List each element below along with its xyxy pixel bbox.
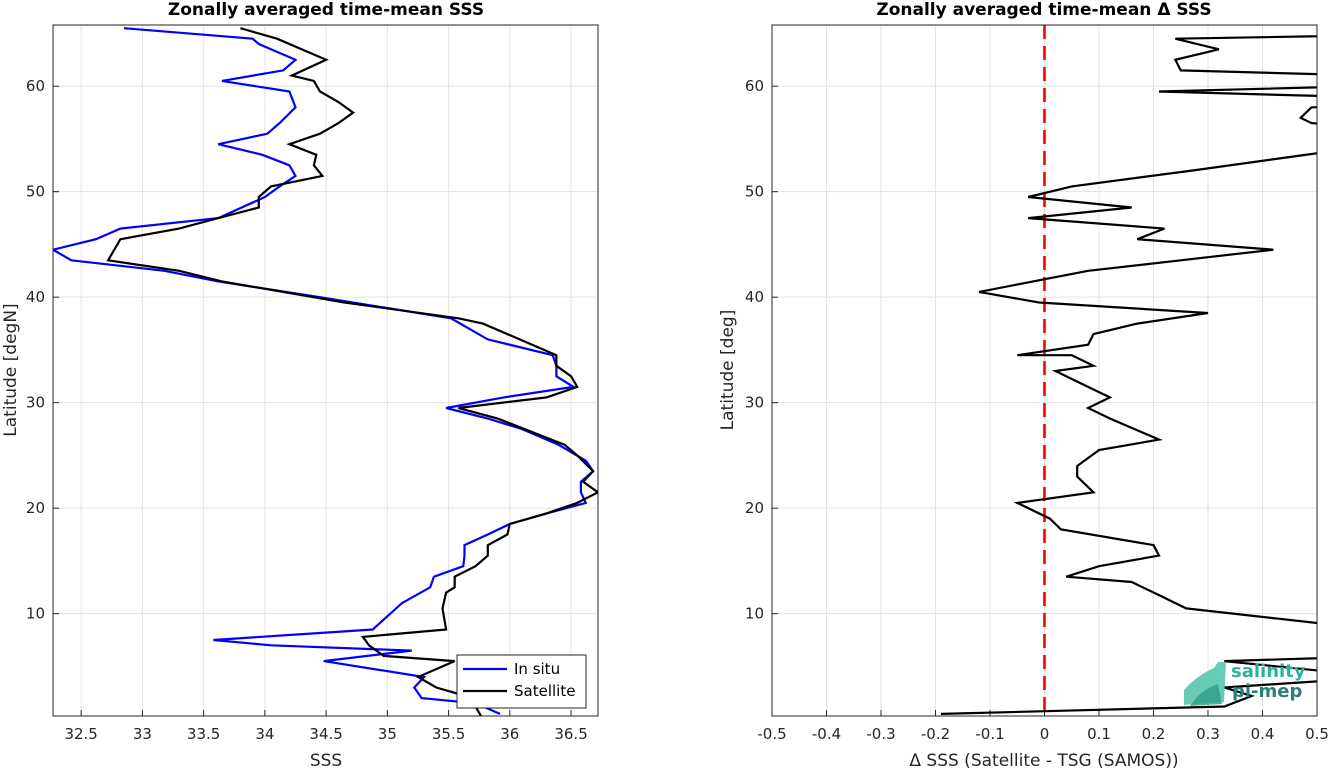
x-tick-label: 35 (378, 725, 397, 743)
logo-text-line1: salinity (1231, 661, 1306, 682)
right-x-tick-labels: -0.5 -0.4 -0.3 -0.2 -0.1 0 0.1 0.2 0.3 0.4 0.5 (757, 725, 1329, 743)
right-y-axis-label: Latitude [deg] (718, 310, 738, 431)
legend-satellite-label: Satellite (514, 682, 575, 700)
x-tick-label: -0.2 (921, 725, 950, 743)
y-tick-label: 40 (745, 288, 764, 306)
x-tick-label: 0.3 (1196, 725, 1220, 743)
x-tick-label: -0.4 (812, 725, 841, 743)
left-gridlines (53, 25, 598, 716)
delta-sss-series-line (940, 35, 1317, 715)
left-panel: Zonally averaged time-mean SSS 32.5 33 33.… (1, 0, 599, 769)
x-tick-label: 0.1 (1087, 725, 1111, 743)
right-chart-title: Zonally averaged time-mean Δ SSS (876, 0, 1211, 20)
y-tick-label: 10 (745, 605, 764, 623)
x-tick-label: 36 (500, 725, 519, 743)
x-tick-label: 33.5 (187, 725, 220, 743)
x-tick-label: -0.1 (975, 725, 1004, 743)
left-x-tick-labels: 32.5 33 33.5 34 34.5 35 35.5 36 36.5 (64, 725, 587, 743)
right-panel: Zonally averaged time-mean Δ SSS -0.5 -0.… (718, 0, 1329, 769)
y-tick-label: 30 (26, 394, 45, 412)
legend: In situ Satellite (456, 654, 587, 709)
x-tick-label: 34 (255, 725, 274, 743)
y-tick-label: 60 (26, 77, 45, 95)
right-y-tick-labels: 10 20 30 40 50 60 (745, 77, 764, 622)
y-tick-label: 30 (745, 394, 764, 412)
y-tick-label: 40 (26, 288, 45, 306)
y-tick-label: 50 (26, 183, 45, 201)
x-tick-label: 33 (133, 725, 152, 743)
left-y-axis-label: Latitude [degN] (1, 303, 21, 436)
logo-wave-mark-inner (1190, 684, 1222, 706)
x-tick-label: -0.3 (866, 725, 895, 743)
left-y-tick-labels: 10 20 30 40 50 60 (26, 77, 45, 622)
satellite-series-line (106, 27, 598, 716)
y-tick-label: 60 (745, 77, 764, 95)
x-tick-label: 0 (1040, 725, 1050, 743)
x-tick-label: 34.5 (309, 725, 342, 743)
legend-insitu-label: In situ (514, 660, 560, 678)
right-x-axis-label: Δ SSS (Satellite - TSG (SAMOS)) (909, 751, 1178, 769)
right-plot-frame (771, 24, 1318, 717)
x-tick-label: 35.5 (432, 725, 465, 743)
left-plot-frame (52, 24, 599, 717)
y-tick-label: 10 (26, 605, 45, 623)
logo-text-line2: pi-mep (1232, 681, 1302, 702)
legend-box (456, 654, 587, 709)
y-tick-label: 50 (745, 183, 764, 201)
x-tick-label: 0.5 (1305, 725, 1329, 743)
y-tick-label: 20 (745, 499, 764, 517)
x-tick-label: -0.5 (757, 725, 786, 743)
y-tick-label: 20 (26, 499, 45, 517)
left-chart-title: Zonally averaged time-mean SSS (168, 0, 484, 20)
left-x-axis-label: SSS (310, 751, 342, 769)
x-tick-label: 36.5 (554, 725, 587, 743)
x-tick-label: 0.2 (1142, 725, 1166, 743)
salinity-pimep-logo: salinity pi-mep (1184, 661, 1306, 706)
insitu-series-line (53, 27, 595, 715)
x-tick-label: 0.4 (1251, 725, 1275, 743)
x-tick-label: 32.5 (64, 725, 97, 743)
